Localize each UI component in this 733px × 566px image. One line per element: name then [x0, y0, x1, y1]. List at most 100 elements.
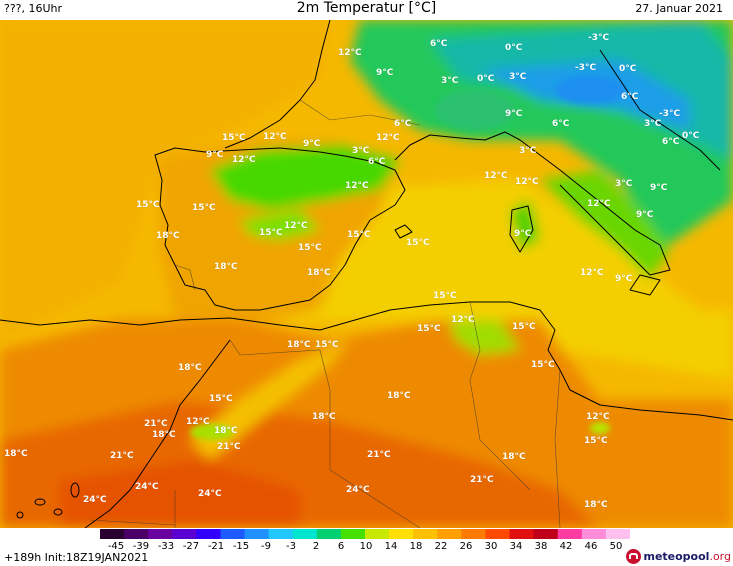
- temperature-label: 18°C: [214, 262, 238, 272]
- color-scale-tick: 50: [609, 541, 623, 552]
- temperature-label: 15°C: [315, 340, 339, 350]
- temperature-label: 15°C: [222, 133, 246, 143]
- temperature-label: 18°C: [387, 391, 411, 401]
- map-title: 2m Temperatur [°C]: [296, 0, 437, 16]
- valid-date: 27. Januar 2021: [635, 2, 723, 15]
- temperature-label: 18°C: [307, 268, 331, 278]
- temperature-label: 9°C: [303, 139, 321, 149]
- temperature-label: 18°C: [156, 231, 180, 241]
- temperature-label: 15°C: [209, 394, 233, 404]
- temperature-label: 15°C: [584, 436, 608, 446]
- meteopool-logo-icon: [626, 548, 642, 564]
- color-scale-swatch: [533, 529, 559, 539]
- temperature-label: 6°C: [430, 39, 448, 49]
- temperature-label: 18°C: [287, 340, 311, 350]
- temperature-label: 21°C: [217, 442, 241, 452]
- forecast-time-label: ???, 16Uhr: [4, 2, 63, 15]
- temperature-label: 0°C: [477, 74, 495, 84]
- temperature-label: 15°C: [531, 360, 555, 370]
- temperature-label: 24°C: [83, 495, 107, 505]
- temperature-label: 6°C: [368, 157, 386, 167]
- logo-suffix: .org: [709, 549, 731, 563]
- temperature-label: -3°C: [588, 33, 610, 43]
- temperature-label: 18°C: [584, 500, 608, 510]
- temperature-label: 9°C: [650, 183, 668, 193]
- color-scale-swatch: [172, 529, 197, 539]
- map-background: [0, 20, 733, 528]
- color-scale-tick: 46: [584, 541, 598, 552]
- logo-name: meteopool: [643, 549, 710, 563]
- color-scale-swatch: [292, 529, 318, 539]
- temperature-label: 12°C: [338, 48, 362, 58]
- temperature-label: 18°C: [312, 412, 336, 422]
- temperature-label: 18°C: [152, 430, 176, 440]
- color-scale-swatch: [389, 529, 414, 539]
- temperature-label: 24°C: [198, 489, 222, 499]
- color-scale-tick: 22: [434, 541, 448, 552]
- color-scale-tick: -15: [232, 541, 250, 552]
- color-scale-swatch: [413, 529, 438, 539]
- temperature-label: 18°C: [502, 452, 526, 462]
- meteopool-logo[interactable]: meteopool.org: [626, 547, 731, 565]
- temperature-label: 18°C: [214, 426, 238, 436]
- color-scale-tick: -3: [286, 541, 296, 552]
- temperature-label: 12°C: [232, 155, 256, 165]
- color-scale-swatch: [509, 529, 535, 539]
- temperature-label: 18°C: [4, 449, 28, 459]
- temperature-label: 3°C: [509, 72, 527, 82]
- temperature-label: 18°C: [178, 363, 202, 373]
- color-scale-tick: 30: [484, 541, 498, 552]
- temperature-label: 12°C: [515, 177, 539, 187]
- temperature-label: 6°C: [394, 119, 412, 129]
- color-scale-tick: 2: [312, 541, 320, 552]
- color-scale-swatch: [605, 529, 630, 539]
- color-scale-tick: 34: [509, 541, 523, 552]
- color-scale-swatch: [365, 529, 390, 539]
- color-scale-swatch: [485, 529, 511, 539]
- temperature-label: 15°C: [433, 291, 457, 301]
- temperature-label: 15°C: [512, 322, 536, 332]
- temperature-label: 9°C: [376, 68, 394, 78]
- color-scale-tick: -21: [207, 541, 225, 552]
- color-scale-swatch: [461, 529, 486, 539]
- temperature-label: 12°C: [451, 315, 475, 325]
- temperature-label: 15°C: [347, 230, 371, 240]
- temperature-label: 9°C: [636, 210, 654, 220]
- temperature-label: 0°C: [505, 43, 523, 53]
- color-scale-swatch: [268, 529, 294, 539]
- temperature-label: 21°C: [144, 419, 168, 429]
- color-scale-tick: 26: [459, 541, 473, 552]
- temperature-label: -3°C: [575, 63, 597, 73]
- color-scale-swatch: [124, 529, 149, 539]
- temperature-label: 9°C: [514, 229, 532, 239]
- temperature-label: 12°C: [186, 417, 210, 427]
- temperature-label: 3°C: [615, 179, 633, 189]
- temperature-label: 15°C: [192, 203, 216, 213]
- color-scale-tick: -45: [107, 541, 125, 552]
- color-scale-swatch: [437, 529, 462, 539]
- temperature-label: 21°C: [367, 450, 391, 460]
- temperature-label: 0°C: [619, 64, 637, 74]
- temperature-label: -3°C: [659, 109, 681, 119]
- model-run-info: +189h Init:18Z19JAN2021: [4, 551, 149, 564]
- temperature-label: 12°C: [586, 412, 610, 422]
- color-scale-tick: 6: [337, 541, 345, 552]
- color-scale-ticks: -45 -39 -33 -27 -21 -15 -9 -3 2 6 10 14 18 22 26 30 34 38…: [108, 541, 628, 553]
- color-scale-swatch: [220, 529, 246, 539]
- color-scale-tick: -9: [261, 541, 271, 552]
- temperature-label: 12°C: [376, 133, 400, 143]
- header-bar: ???, 16Uhr 2m Temperatur [°C] 27. Januar…: [0, 0, 733, 20]
- color-scale-swatch: [100, 529, 125, 539]
- temperature-label: 12°C: [580, 268, 604, 278]
- color-scale-swatch: [557, 529, 583, 539]
- color-scale-swatch: [340, 529, 366, 539]
- temperature-label: 15°C: [136, 200, 160, 210]
- temperature-label: 6°C: [662, 137, 680, 147]
- temperature-label: 15°C: [298, 243, 322, 253]
- color-scale-tick: -27: [182, 541, 200, 552]
- temperature-label: 12°C: [587, 199, 611, 209]
- temperature-label: 0°C: [682, 131, 700, 141]
- temperature-label: 15°C: [406, 238, 430, 248]
- temperature-label: 9°C: [206, 150, 224, 160]
- temperature-label: 3°C: [352, 146, 370, 156]
